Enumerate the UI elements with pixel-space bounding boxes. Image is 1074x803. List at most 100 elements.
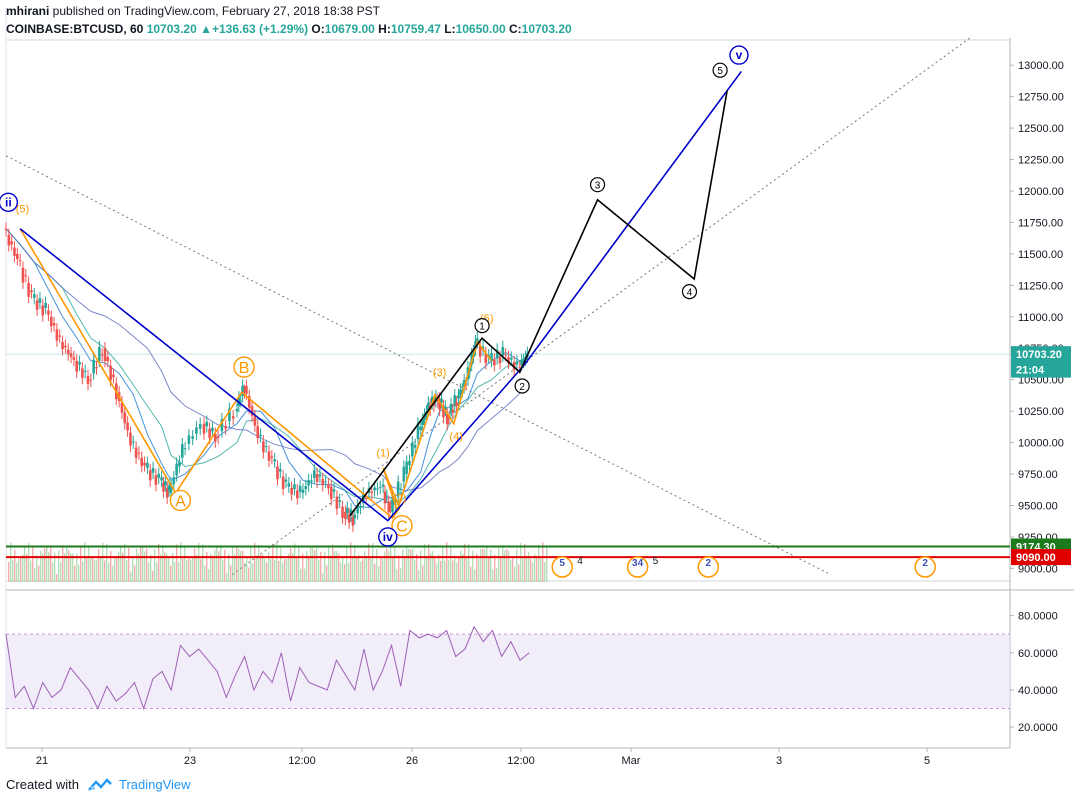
- volume-bar: [512, 556, 514, 582]
- volume-bar: [494, 554, 496, 582]
- volume-bar: [330, 555, 332, 582]
- volume-bar: [226, 572, 228, 582]
- event-flag-icon: [697, 556, 720, 578]
- volume-bar: [406, 545, 408, 582]
- candle-body: [178, 461, 181, 467]
- volume-bar: [288, 553, 290, 582]
- wave-label: ii: [5, 195, 12, 209]
- candle-body: [411, 442, 414, 457]
- event-flag-label: 2: [706, 558, 712, 569]
- candle-body: [267, 451, 271, 461]
- volume-bar: [426, 556, 428, 582]
- volume-bar: [118, 551, 120, 582]
- volume-bar: [366, 556, 368, 582]
- x-tick-label: 26: [406, 755, 418, 767]
- candle-body: [211, 427, 214, 432]
- low-label: L:: [444, 22, 456, 36]
- volume-bar: [278, 560, 280, 582]
- volume-bar: [472, 550, 474, 582]
- volume-bar: [50, 546, 52, 582]
- volume-bar: [246, 557, 248, 582]
- candle-body: [157, 473, 161, 478]
- volume-bar: [252, 563, 254, 582]
- volume-bar: [254, 542, 256, 582]
- volume-bar: [24, 546, 26, 582]
- candle-body: [279, 469, 282, 472]
- candle-body: [55, 329, 59, 341]
- price-chart[interactable]: 13000.00 12750.00 12500.00 12250.00 12000.00…: [0, 0, 1074, 770]
- volume-bar: [412, 548, 414, 582]
- y-tick-label: 13000.00: [1018, 60, 1064, 72]
- candle-body: [120, 402, 124, 413]
- volume-bar: [280, 548, 282, 582]
- event-flag-count: 5: [653, 556, 659, 567]
- volume-bar: [322, 572, 324, 582]
- candle-body: [413, 444, 417, 448]
- volume-bar: [214, 549, 216, 582]
- volume-bar: [208, 568, 210, 582]
- volume-bar: [36, 555, 38, 582]
- candle-body: [498, 357, 502, 364]
- volume-bar: [314, 550, 316, 582]
- wave-label: (1): [376, 447, 389, 459]
- candle-body: [245, 385, 248, 394]
- wave-label-ring: [233, 356, 255, 378]
- volume-bar: [196, 554, 198, 582]
- y-tick-label: 9750.00: [1018, 469, 1058, 481]
- volume-bar: [16, 562, 18, 582]
- tradingview-brand[interactable]: TradingView: [118, 777, 191, 792]
- symbol-legend: COINBASE:BTCUSD, 60 10703.20 ▲+136.63 (+…: [6, 22, 572, 36]
- change-arrow-icon: ▲: [200, 22, 212, 36]
- volume-bar: [234, 554, 236, 582]
- wave-label: C: [396, 519, 408, 536]
- volume-bar: [62, 545, 64, 582]
- volume-bar: [42, 553, 44, 582]
- x-tick-label: 3: [776, 755, 782, 767]
- volume-bar: [198, 542, 200, 582]
- volume-bar: [10, 542, 12, 582]
- candle-body: [304, 485, 308, 490]
- candle-body: [143, 462, 146, 466]
- candle-body: [32, 294, 36, 298]
- candle-body: [100, 354, 104, 356]
- candle-body: [44, 302, 47, 308]
- volume-bar: [334, 551, 336, 582]
- price-change: +136.63 (+1.29%): [212, 22, 309, 36]
- volume-bar: [536, 558, 538, 582]
- candle-body: [324, 481, 327, 483]
- candle-body: [112, 374, 115, 378]
- candle-body: [493, 359, 496, 366]
- candle-body: [405, 461, 408, 475]
- volume-bar: [392, 557, 394, 582]
- candle-body: [381, 484, 385, 487]
- volume-bar: [178, 562, 180, 582]
- volume-bar: [462, 553, 464, 582]
- footer: Created with TradingView: [6, 777, 191, 792]
- candle-body: [247, 396, 251, 408]
- candle-body: [501, 346, 505, 356]
- close-label: C:: [508, 22, 522, 36]
- volume-bar: [266, 562, 268, 582]
- publish-info: mhirani published on TradingView.com, Fe…: [6, 4, 380, 18]
- publish-text: published on TradingView.com, February 2…: [49, 4, 380, 18]
- volume-bar: [114, 556, 116, 582]
- candle-body: [383, 491, 387, 504]
- symbol-label[interactable]: COINBASE:BTCUSD, 60: [6, 22, 144, 36]
- volume-bar: [166, 553, 168, 582]
- candle-body: [273, 459, 276, 462]
- y-tick-label: 9500.00: [1018, 501, 1058, 513]
- candle-body: [35, 300, 39, 310]
- volume-bar: [360, 561, 362, 582]
- volume-bar: [452, 560, 454, 582]
- volume-bar: [500, 556, 502, 582]
- volume-bar: [268, 551, 270, 582]
- author-name[interactable]: mhirani: [6, 4, 50, 18]
- volume-bar: [236, 545, 238, 582]
- wave-label: v: [736, 48, 743, 62]
- x-tick-label: 12:00: [288, 755, 316, 767]
- volume-bar: [146, 548, 148, 582]
- volume-bar: [376, 549, 378, 582]
- volume-bar: [434, 556, 436, 582]
- volume-bars: [8, 542, 548, 582]
- candle-body: [329, 486, 333, 500]
